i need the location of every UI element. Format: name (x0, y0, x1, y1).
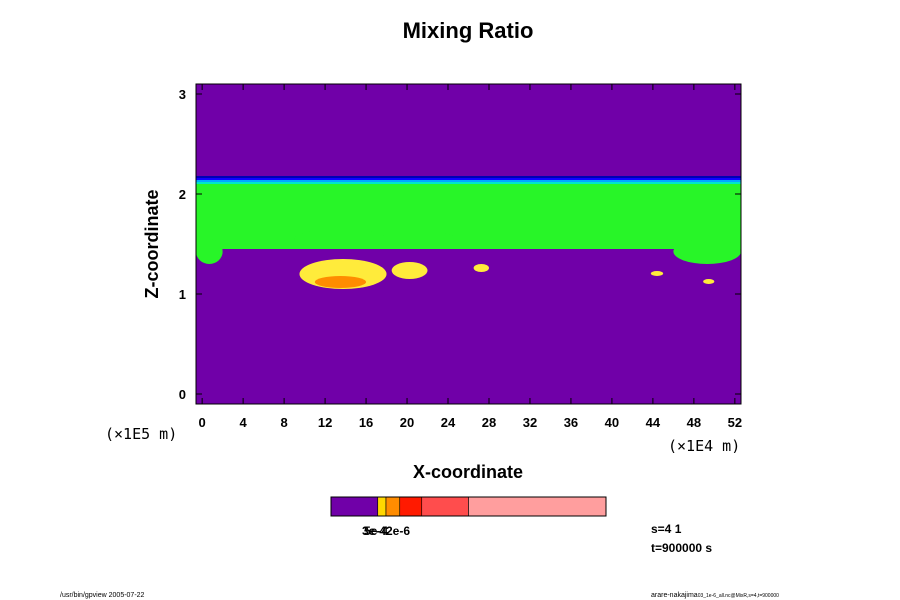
step-annotation: s=4 1 (651, 522, 682, 536)
x-unit-label: (×1E4 m) (668, 437, 740, 455)
x-tick-label-8: 32 (523, 415, 537, 430)
y-tick-label-2: 2 (179, 187, 186, 202)
footer-left: /usr/bin/gpview 2005-07-22 (60, 592, 145, 599)
x-tick-label-11: 44 (646, 415, 661, 430)
condensate-patch-2 (391, 262, 428, 279)
x-tick-label-4: 16 (359, 415, 373, 430)
x-tick-label-5: 20 (400, 415, 414, 430)
x-tick-label-12: 48 (687, 415, 701, 430)
colorbar-segment-0 (330, 496, 379, 517)
y-tick-label-3: 3 (179, 87, 186, 102)
x-tick-label-7: 28 (482, 415, 496, 430)
transition-band-1 (196, 180, 741, 182)
transition-band-2 (196, 178, 741, 180)
colorbar-frame (330, 496, 607, 517)
condensate-patch-4 (650, 271, 664, 276)
condensate-patch-1 (314, 276, 367, 288)
y-tick-label-0: 0 (179, 387, 186, 402)
thermal-2 (396, 232, 459, 249)
plot-area (196, 84, 741, 404)
colorbar-segment-3 (399, 496, 423, 517)
colorbar-segment-4 (421, 496, 469, 517)
time-annotation: t=900000 s (651, 541, 712, 555)
x-tick-label-9: 36 (564, 415, 578, 430)
y-tick-label-1: 1 (179, 287, 186, 302)
condensate-patch-5 (703, 279, 715, 284)
colorbar-segment-2 (385, 496, 401, 517)
condensate-patch-3 (473, 264, 489, 272)
transition-band-0 (196, 182, 741, 184)
colorbar-label-3: 2e-6 (386, 524, 410, 538)
colorbar-label-2: 5e-4 (364, 524, 388, 538)
chart-title: Mixing Ratio (403, 18, 534, 43)
y-axis: 0 1 2 3 (179, 87, 741, 402)
x-axis: 0 4 8 12 16 20 24 28 32 36 40 44 48 52 (199, 84, 742, 430)
field-layers (196, 176, 741, 289)
x-tick-label-10: 40 (605, 415, 619, 430)
colorbar-segment-1 (377, 496, 387, 517)
colorbar-segment-5 (468, 496, 607, 517)
thermal-1 (294, 229, 387, 249)
x-tick-label-6: 24 (441, 415, 456, 430)
plot-frame (195, 83, 742, 405)
colorbar-label-1: 3e-4 (362, 524, 386, 538)
x-tick-label-1: 4 (240, 415, 248, 430)
colorbar (330, 496, 607, 517)
y-unit-label: (×1E5 m) (105, 425, 177, 443)
x-tick-label-3: 12 (318, 415, 332, 430)
footer-right: arare-nakajima03_1e-6_all.nc@MixR,s=4,t=… (651, 592, 779, 599)
x-tick-label-2: 8 (280, 415, 287, 430)
mixed-layer (196, 184, 741, 249)
thermal-3 (673, 239, 741, 264)
x-axis-label: X-coordinate (413, 462, 523, 482)
footer-right-main: arare-nakajima (651, 592, 698, 599)
transition-band-3 (196, 176, 741, 178)
y-axis-label: Z-coordinate (142, 189, 162, 298)
thermal-0 (196, 239, 223, 264)
x-tick-label-0: 0 (199, 415, 206, 430)
x-tick-label-13: 52 (728, 415, 742, 430)
footer-right-small: 03_1e-6_all.nc@MixR,s=4,t=900000 (698, 593, 779, 599)
